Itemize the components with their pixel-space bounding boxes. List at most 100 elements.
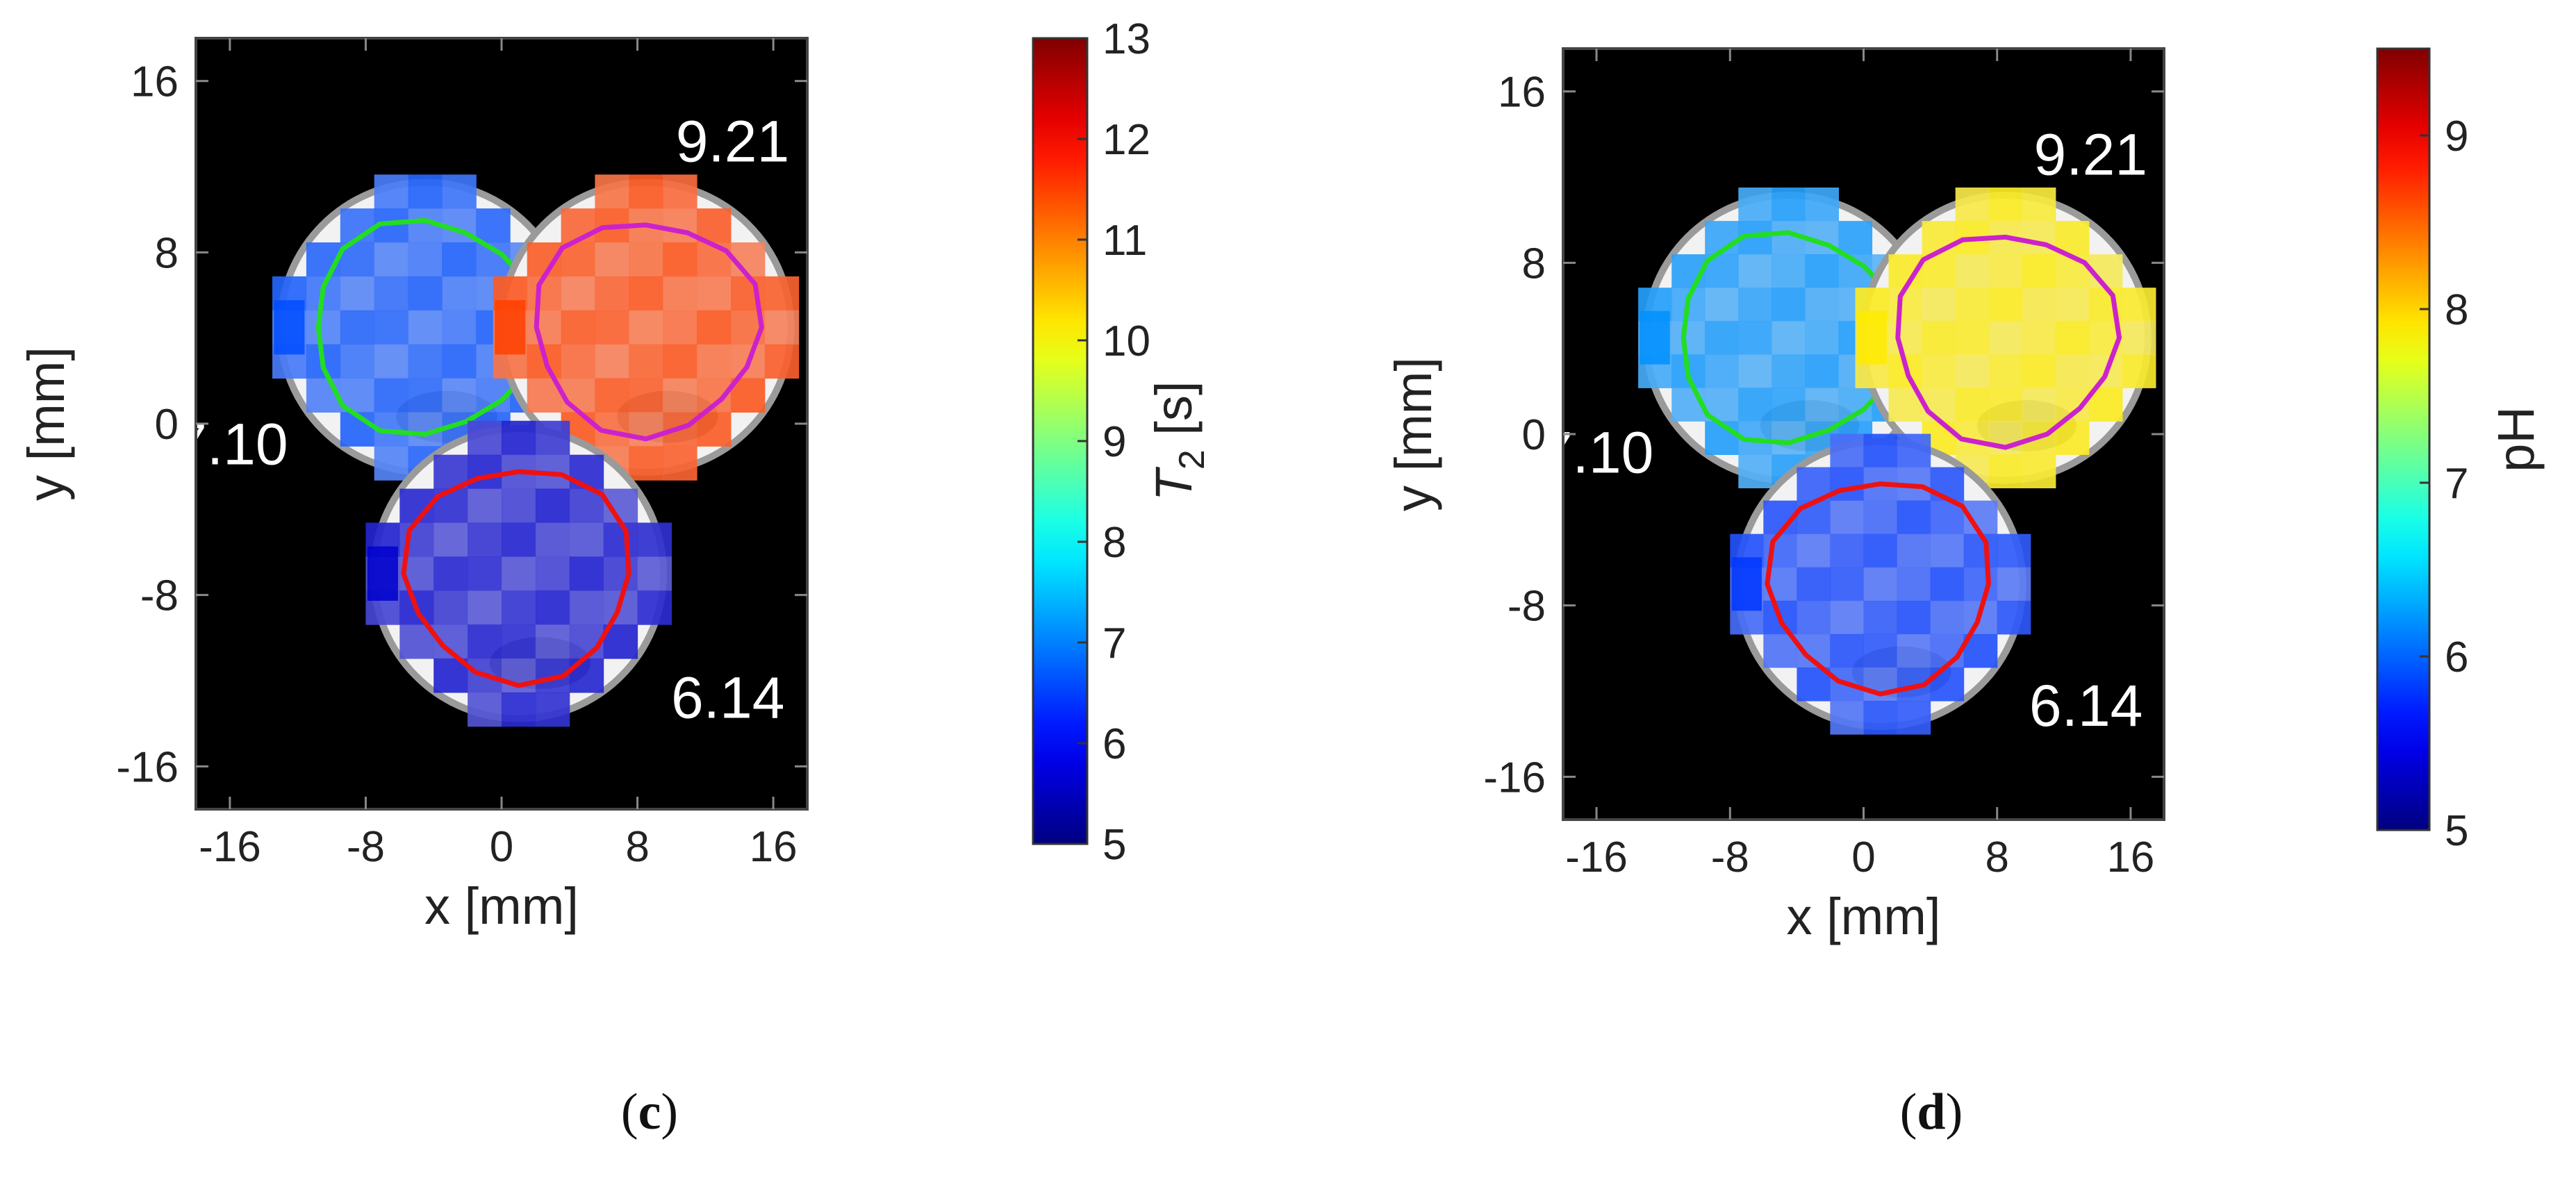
map-pixel	[697, 412, 732, 447]
map-pixel	[697, 208, 732, 243]
map-pixel	[1830, 633, 1864, 668]
y-tick-label: 8	[1522, 240, 1546, 288]
map-pixel	[1988, 454, 2023, 488]
map-pixel	[569, 556, 604, 591]
map-pixel	[629, 174, 663, 209]
y-tick-label: 16	[131, 58, 179, 106]
map-pixel	[1797, 533, 1831, 568]
map-pixel	[1772, 188, 1806, 222]
map-pixel	[340, 276, 375, 311]
map-pixel	[1988, 388, 2023, 422]
map-pixel	[1863, 533, 1898, 568]
map-pixel	[2122, 321, 2156, 355]
map-pixel	[1830, 701, 1864, 735]
colorbar-tick-label: 6	[1103, 720, 1126, 768]
map-pixel	[1997, 567, 2031, 602]
map-pixel	[1738, 288, 1772, 322]
map-pixel	[1888, 288, 1923, 322]
map-pixel	[1930, 567, 1965, 602]
map-pixel	[1863, 500, 1898, 535]
map-pixel	[468, 522, 502, 557]
map-pixel	[1863, 433, 1898, 468]
map-pixel	[2022, 388, 2056, 422]
x-axis-label: x [mm]	[1787, 888, 1941, 945]
panel-caption-open: (	[621, 1084, 638, 1140]
panel-caption: (c)	[621, 1084, 678, 1140]
colorbar-tick-label: 9	[2445, 113, 2468, 160]
map-pixel	[629, 242, 663, 277]
map-pixel	[2022, 354, 2056, 388]
map-pixel	[535, 624, 570, 659]
map-pixel	[629, 344, 663, 379]
map-pixel	[637, 556, 672, 591]
map-pixel	[374, 276, 409, 311]
map-pixel	[1838, 221, 1873, 255]
map-pixel	[1830, 433, 1864, 468]
map-pixel	[1671, 321, 1706, 355]
map-pixel	[2022, 288, 2056, 322]
map-pixel	[468, 590, 502, 625]
map-pixel	[1830, 567, 1864, 602]
map-pixel	[2055, 288, 2090, 322]
colorbar-tick-label: 8	[2445, 286, 2468, 334]
map-pixel	[663, 310, 697, 345]
map-pixel	[1988, 321, 2023, 355]
x-tick-label: -16	[1565, 833, 1628, 881]
map-pixel	[442, 276, 477, 311]
y-tick-label: 0	[155, 401, 179, 449]
map-pixel	[374, 242, 409, 277]
map-pixel	[306, 310, 341, 345]
panel-caption-open: (	[1900, 1084, 1917, 1140]
map-pixel	[434, 522, 468, 557]
map-pixel	[569, 522, 604, 557]
map-pixel	[595, 276, 629, 311]
map-pixel	[1897, 533, 1931, 568]
colorbar-label-unit: [s]	[1145, 381, 1203, 450]
map-pixel	[595, 242, 629, 277]
map-pixel	[569, 590, 604, 625]
map-pixel	[663, 276, 697, 311]
colorbar-tick-label: 11	[1103, 217, 1147, 265]
panel-caption-letter: d	[1917, 1084, 1945, 1140]
roi-contour	[1681, 230, 1908, 446]
map-pixel	[408, 242, 443, 277]
map-pixel	[1863, 567, 1898, 602]
map-pixel	[1772, 321, 1806, 355]
y-axis-label: y [mm]	[17, 347, 75, 501]
map-pixel	[1955, 321, 1990, 355]
map-pixel	[1955, 254, 1990, 288]
map-pixel	[1897, 433, 1931, 468]
map-pixel	[374, 310, 409, 345]
y-tick-label: 16	[1498, 69, 1546, 117]
map-pixel	[1897, 701, 1931, 735]
map-pixel	[1830, 600, 1864, 635]
map-pixel	[637, 522, 672, 557]
map-pixel	[1830, 533, 1864, 568]
map-pixel	[1805, 254, 1839, 288]
panel-caption-close: )	[661, 1084, 678, 1140]
colorbar-tick-label: 5	[2445, 807, 2468, 855]
roi-contour	[401, 469, 631, 688]
x-tick-label: 16	[2106, 833, 2154, 881]
x-tick-label: 16	[750, 823, 798, 871]
map-pixel	[1897, 567, 1931, 602]
colorbar-tick-label: 6	[2445, 633, 2468, 681]
map-pixel	[595, 310, 629, 345]
map-pixel	[1705, 321, 1739, 355]
map-pixel	[1738, 354, 1772, 388]
map-pixel	[2122, 354, 2156, 388]
map-pixel	[1930, 467, 1965, 501]
map-pixel	[663, 378, 697, 413]
map-pixel	[340, 310, 375, 345]
map-pixel	[663, 174, 697, 209]
map-pixel	[1772, 254, 1806, 288]
map-edge-pixel	[1731, 557, 1762, 611]
map-pixel	[468, 488, 502, 523]
map-pixel	[2055, 321, 2090, 355]
map-pixel	[1830, 500, 1864, 535]
map-pixel	[468, 556, 502, 591]
map-pixel	[442, 174, 477, 209]
map-pixel	[1738, 454, 1772, 488]
map-pixel	[1955, 354, 1990, 388]
colorbar-tick-label: 13	[1103, 15, 1150, 63]
